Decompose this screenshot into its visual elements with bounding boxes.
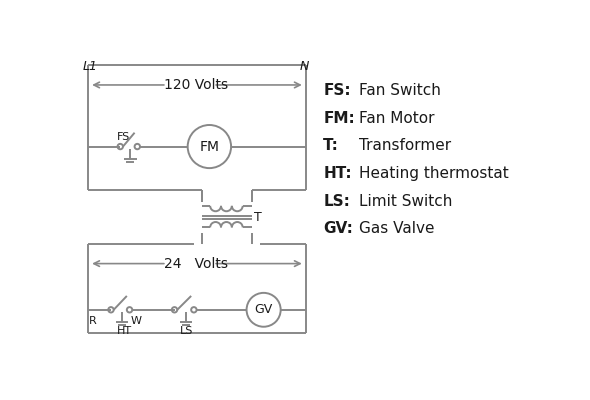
Text: GV: GV [254, 303, 273, 316]
Text: GV:: GV: [323, 222, 353, 236]
Text: Gas Valve: Gas Valve [359, 222, 434, 236]
Text: FS:: FS: [323, 83, 351, 98]
Text: HT: HT [116, 326, 132, 336]
Text: FS: FS [117, 132, 130, 142]
Text: Limit Switch: Limit Switch [359, 194, 453, 209]
Text: R: R [88, 316, 96, 326]
Text: N: N [300, 60, 309, 72]
Text: L1: L1 [83, 60, 98, 72]
Text: Fan Motor: Fan Motor [359, 110, 434, 126]
Text: W: W [131, 316, 142, 326]
Text: 120 Volts: 120 Volts [164, 78, 228, 92]
Text: LS:: LS: [323, 194, 350, 209]
Text: Fan Switch: Fan Switch [359, 83, 441, 98]
Text: FM:: FM: [323, 110, 355, 126]
Text: T: T [254, 211, 261, 224]
Text: 24   Volts: 24 Volts [164, 257, 228, 270]
Text: Transformer: Transformer [359, 138, 451, 153]
Text: FM: FM [199, 140, 219, 154]
Text: HT:: HT: [323, 166, 352, 181]
Text: LS: LS [181, 326, 194, 336]
Text: Heating thermostat: Heating thermostat [359, 166, 509, 181]
Text: T:: T: [323, 138, 339, 153]
